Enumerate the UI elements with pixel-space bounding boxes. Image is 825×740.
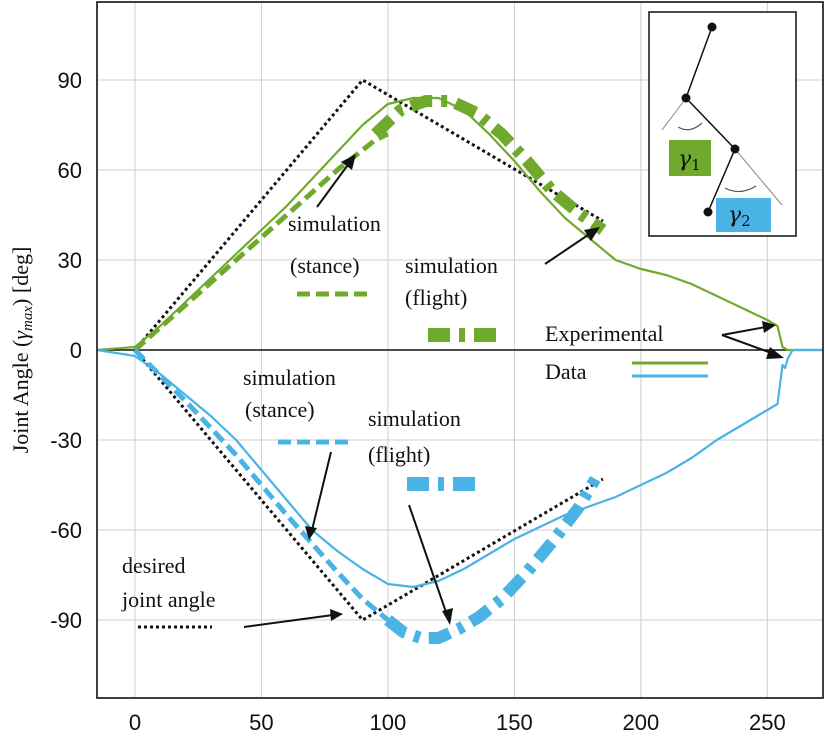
x-tick-label: 100 xyxy=(370,710,407,735)
joint-knee xyxy=(681,93,691,103)
joint-foot xyxy=(703,207,713,217)
joint-hip xyxy=(707,22,717,32)
annotation-text: Experimental xyxy=(545,321,664,346)
inset-leg-diagram: γ1 γ2 xyxy=(648,11,797,237)
joint-ankle xyxy=(730,144,740,154)
arrow-head xyxy=(305,526,317,540)
gamma2-symbol: γ xyxy=(728,203,742,228)
annotation-text: simulation xyxy=(288,211,381,236)
annotation-text: simulation xyxy=(368,406,461,431)
arrow-head xyxy=(766,347,784,359)
annotation-text: (flight) xyxy=(368,442,430,467)
y-tick-labels: 90 60 30 0 -30 -60 -90 xyxy=(50,68,82,633)
arrow-head xyxy=(341,154,356,170)
annotation-sim-stance-green: simulation (stance) xyxy=(288,154,381,297)
arrow-line xyxy=(721,334,775,355)
annotation-text: Data xyxy=(545,359,587,384)
y-tick-label: -60 xyxy=(50,518,82,543)
x-tick-label: 200 xyxy=(623,710,660,735)
arrow-head xyxy=(442,608,453,625)
series-group xyxy=(96,78,823,644)
annotation-desired: desired joint angle xyxy=(121,553,343,629)
y-tick-label: -30 xyxy=(50,428,82,453)
y-tick-label: -90 xyxy=(50,608,82,633)
ylabel-subscript: max xyxy=(20,306,36,331)
x-tick-label: 0 xyxy=(129,710,141,735)
annotation-text: simulation xyxy=(243,365,336,390)
ylabel-prefix: Joint Angle ( xyxy=(8,340,33,454)
series-line-desired-g2 xyxy=(133,349,604,622)
x-tick-label: 250 xyxy=(749,710,786,735)
plot-frame xyxy=(96,1,824,699)
annotation-sim-stance-blue: simulation (stance) xyxy=(243,365,352,540)
arrow-head xyxy=(762,321,776,333)
ylabel-unit: ) [deg] xyxy=(8,247,33,306)
arrow-line xyxy=(721,326,767,336)
x-tick-label: 150 xyxy=(496,710,533,735)
reference-line-1 xyxy=(661,97,687,131)
annotation-text: (stance) xyxy=(290,253,360,278)
annotation-text: simulation xyxy=(405,253,498,278)
ylabel-symbol: γ xyxy=(8,330,33,340)
arrow-line xyxy=(408,504,448,616)
y-axis-label: Joint Angle (γmax) [deg] xyxy=(8,247,36,454)
series-line-exp-g2 xyxy=(96,348,823,589)
gamma1-subscript: 1 xyxy=(691,156,701,174)
angle-arc-1 xyxy=(677,122,703,131)
leg-segments xyxy=(685,26,736,213)
gamma1-badge xyxy=(669,140,711,176)
annotation-sim-flight-blue: simulation (flight) xyxy=(368,406,484,625)
arrow-head xyxy=(584,227,600,241)
annotation-text: desired xyxy=(122,553,186,578)
y-tick-label: 90 xyxy=(58,68,82,93)
y-axis-label-text: Joint Angle (γmax) [deg] xyxy=(8,247,36,454)
arrow-line xyxy=(243,614,334,628)
annotation-experimental: Experimental Data xyxy=(545,321,784,384)
arrow-line xyxy=(316,161,351,208)
x-tick-label: 50 xyxy=(249,710,273,735)
annotation-text: joint angle xyxy=(121,587,215,612)
arrow-line xyxy=(311,451,332,531)
gamma2-label: γ2 xyxy=(728,203,751,230)
reference-line-2 xyxy=(734,148,783,206)
y-tick-label: 0 xyxy=(70,338,82,363)
series-line-sim-flight-g1 xyxy=(371,95,607,235)
series-line-sim-flight-g2 xyxy=(384,475,601,644)
gamma2-subscript: 2 xyxy=(741,212,751,230)
gamma1-symbol: γ xyxy=(678,147,692,172)
y-tick-label: 60 xyxy=(58,158,82,183)
arrow-head xyxy=(330,609,343,621)
annotation-sim-flight-green: simulation (flight) xyxy=(405,227,600,342)
gamma1-label: γ1 xyxy=(678,147,701,174)
gamma2-badge xyxy=(716,198,771,232)
x-tick-labels: 0 50 100 150 200 250 xyxy=(129,710,786,735)
y-tick-label: 30 xyxy=(58,248,82,273)
arrow-line xyxy=(544,232,592,265)
series-line-exp-g1 xyxy=(96,96,823,352)
annotation-text: (flight) xyxy=(405,285,467,310)
annotation-text: (stance) xyxy=(245,397,315,422)
series-line-sim-stance-g1 xyxy=(133,131,389,352)
angle-arc-2 xyxy=(724,185,757,193)
